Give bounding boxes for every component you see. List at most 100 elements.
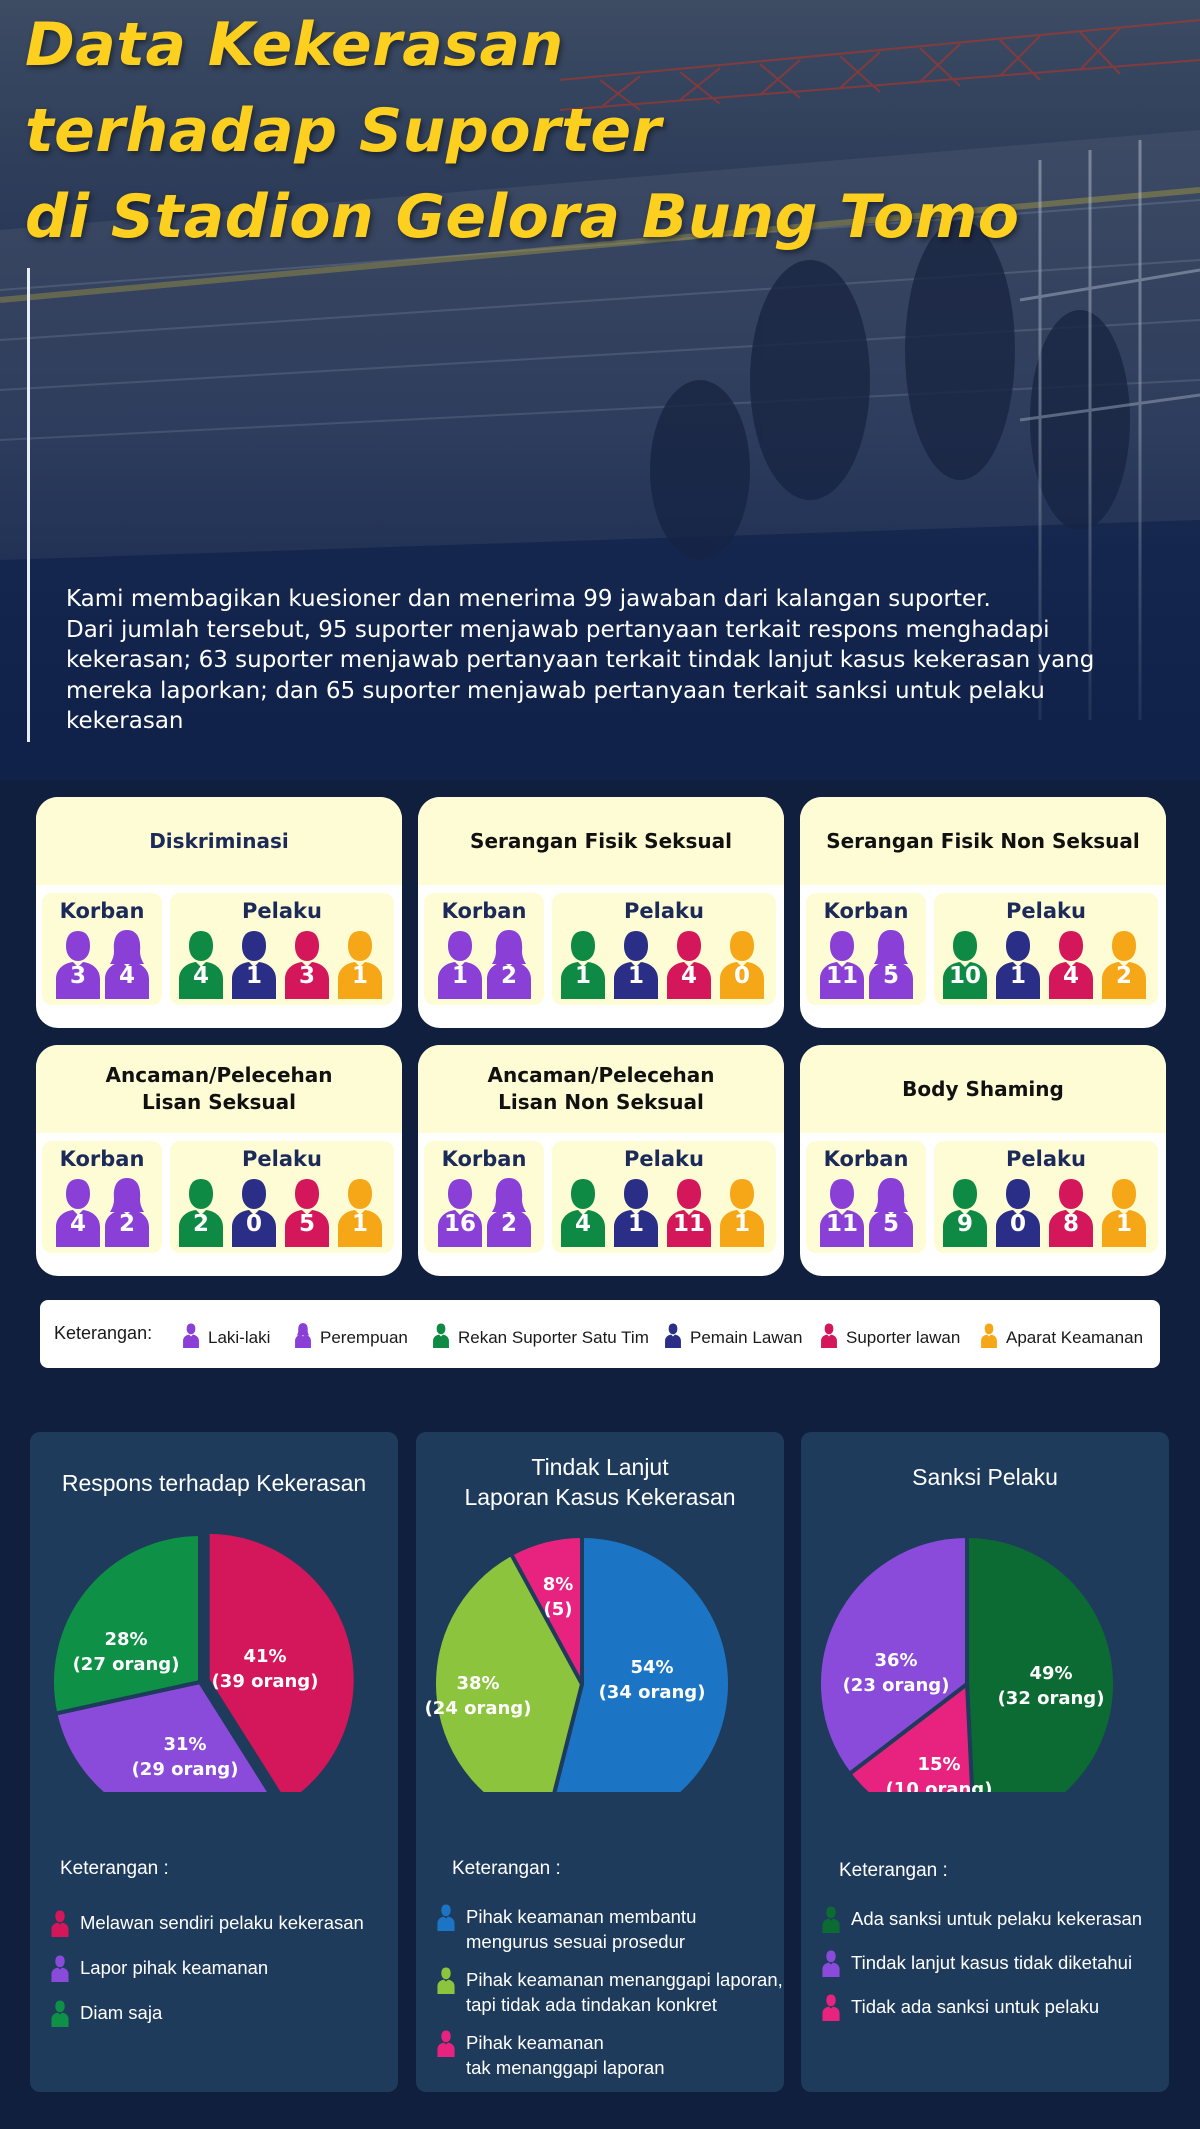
- person-perempuan-icon: [292, 1322, 320, 1353]
- pelaku-label: Pelaku: [624, 1147, 704, 1171]
- pelaku-label: Pelaku: [242, 1147, 322, 1171]
- card-header: Serangan Fisik Non Seksual: [800, 797, 1166, 885]
- pie-legend-line: Pihak keamanan menanggapi laporan,: [466, 1969, 783, 1990]
- pie-slice: [508, 1533, 584, 1685]
- person-aparat-icon: 1: [1099, 1175, 1149, 1247]
- pelaku-label: Pelaku: [624, 899, 704, 923]
- intro-line: mereka laporkan; dan 65 suporter menjawa…: [66, 677, 1045, 704]
- slice-percent-label: 49%: [1029, 1663, 1072, 1684]
- korban-box: Korban 11 5: [806, 893, 926, 1005]
- person-suporter-lawan-icon: 4: [1046, 927, 1096, 999]
- person-pemain-icon: 1: [611, 927, 661, 999]
- pie-slice: [205, 1529, 358, 1792]
- legend-item-label: Pemain Lawan: [690, 1327, 803, 1347]
- person-perempuan-icon: 2: [102, 1175, 152, 1247]
- legend-item-suporter-lawan: Suporter lawan: [818, 1322, 960, 1353]
- person-laki-icon: 3: [53, 927, 103, 999]
- person-rekan-icon: 10: [940, 927, 990, 999]
- pie-slice: [432, 1551, 585, 1792]
- intro-line: Dari jumlah tersebut, 95 suporter menjaw…: [66, 616, 1050, 643]
- person-icon: [819, 1994, 851, 2027]
- pie-legend-item: Tindak lanjut kasus tidak diketahui: [819, 1950, 1132, 1983]
- title-line-3: di Stadion Gelora Bung Tomo: [25, 182, 1020, 252]
- slice-count-label: (23 orang): [843, 1675, 950, 1696]
- legend-item-label: Suporter lawan: [846, 1327, 961, 1347]
- person-aparat-icon: 1: [335, 927, 385, 999]
- card-title: Serangan Fisik Non Seksual: [826, 828, 1140, 853]
- pelaku-box: Pelaku 9 0 8 1: [934, 1141, 1158, 1253]
- intro-paragraph: Kami membagikan kuesioner dan menerima 9…: [66, 584, 1146, 737]
- person-pemain-icon: 0: [993, 1175, 1043, 1247]
- pelaku-count: 1: [1115, 1211, 1132, 1237]
- korban-count: 4: [118, 963, 135, 989]
- person-perempuan-icon: 4: [102, 927, 152, 999]
- person-laki-icon: 11: [817, 1175, 867, 1247]
- pelaku-count: 1: [245, 963, 262, 989]
- legend-item-laki: Laki-laki: [180, 1322, 270, 1353]
- pelaku-count: 1: [351, 963, 368, 989]
- person-aparat-icon: [978, 1322, 1006, 1353]
- slice-count-label: (27 orang): [73, 1654, 180, 1675]
- legend-item-label: Perempuan: [320, 1327, 408, 1347]
- pelaku-count: 2: [1115, 963, 1132, 989]
- person-suporter-lawan-icon: 11: [664, 1175, 714, 1247]
- slice-percent-label: 31%: [163, 1734, 206, 1755]
- keterangan-label: Keterangan :: [839, 1860, 948, 1881]
- pie-panel-respons: Respons terhadap Kekerasan 41% (39 orang)…: [30, 1432, 398, 2092]
- stadium-background-image: [0, 0, 1200, 780]
- pelaku-count: 10: [948, 963, 981, 989]
- person-suporter-lawan-icon: 5: [282, 1175, 332, 1247]
- pelaku-count: 1: [627, 963, 644, 989]
- person-laki-icon: 11: [817, 927, 867, 999]
- pie-title-line: Tindak Lanjut: [531, 1454, 669, 1480]
- pie-legend-item: Ada sanksi untuk pelaku kekerasan: [819, 1906, 1142, 1939]
- korban-count: 5: [882, 1211, 899, 1237]
- pie-chart-tindak-lanjut: 54% (34 orang) 38% (24 orang) 8% (5): [425, 1533, 732, 1792]
- card-title-line: Ancaman/Pelecehan: [105, 1063, 333, 1087]
- pelaku-label: Pelaku: [242, 899, 322, 923]
- person-pemain-icon: 1: [993, 927, 1043, 999]
- korban-label: Korban: [441, 1147, 527, 1171]
- pelaku-box: Pelaku 4 1 3 1: [170, 893, 394, 1005]
- slice-count-label: (29 orang): [132, 1759, 239, 1780]
- card-title: Serangan Fisik Seksual: [470, 828, 732, 853]
- person-laki-icon: 4: [53, 1175, 103, 1247]
- person-laki-icon: 16: [435, 1175, 485, 1247]
- person-pemain-icon: 1: [229, 927, 279, 999]
- legend-label: Keterangan:: [54, 1323, 153, 1343]
- person-perempuan-icon: 2: [484, 1175, 534, 1247]
- person-rekan-icon: 4: [176, 927, 226, 999]
- pelaku-count: 9: [956, 1211, 973, 1237]
- korban-count: 11: [825, 1211, 858, 1237]
- pie-legend-item: Tidak ada sanksi untuk pelaku: [819, 1994, 1099, 2027]
- korban-count: 5: [882, 963, 899, 989]
- pie-slice: [50, 1531, 202, 1716]
- pelaku-count: 11: [672, 1211, 705, 1237]
- korban-box: Korban 11 5: [806, 1141, 926, 1253]
- card-title-line: Ancaman/Pelecehan: [487, 1063, 715, 1087]
- pelaku-count: 0: [245, 1211, 262, 1237]
- card-body-shaming: Body Shaming Korban 11 5 Pelaku 9 0 8 1: [800, 1045, 1166, 1276]
- pie-legend-item: Pihak keamanan tak menanggapi laporan: [434, 2030, 665, 2080]
- person-icon: [48, 1955, 80, 1988]
- person-icon: [434, 2030, 466, 2063]
- intro-line: Kami membagikan kuesioner dan menerima 9…: [66, 586, 991, 612]
- person-icon: [48, 2000, 80, 2033]
- pie-slice: [552, 1533, 732, 1792]
- person-rekan-icon: 4: [558, 1175, 608, 1247]
- slice-percent-label: 54%: [630, 1657, 673, 1678]
- pie-title: Tindak Lanjut Laporan Kasus Kekerasan: [416, 1452, 784, 1512]
- person-perempuan-icon: 5: [866, 927, 916, 999]
- pie-title: Sanksi Pelaku: [912, 1464, 1058, 1490]
- legend-item-label: Laki-laki: [208, 1327, 271, 1347]
- person-icon: [819, 1950, 851, 1983]
- pie-legend-label: Pihak keamanan membantu mengurus sesuai p…: [466, 1904, 696, 1954]
- pelaku-count: 5: [298, 1211, 315, 1237]
- title-line-2: terhadap Suporter: [25, 96, 662, 166]
- pie-legend-item: Diam saja: [48, 2000, 162, 2033]
- person-suporter-lawan-icon: [818, 1322, 846, 1353]
- legend-item-rekan: Rekan Suporter Satu Tim: [430, 1322, 649, 1353]
- person-pemain-icon: [662, 1322, 690, 1353]
- person-perempuan-icon: 2: [484, 927, 534, 999]
- pie-slice: [965, 1533, 1117, 1792]
